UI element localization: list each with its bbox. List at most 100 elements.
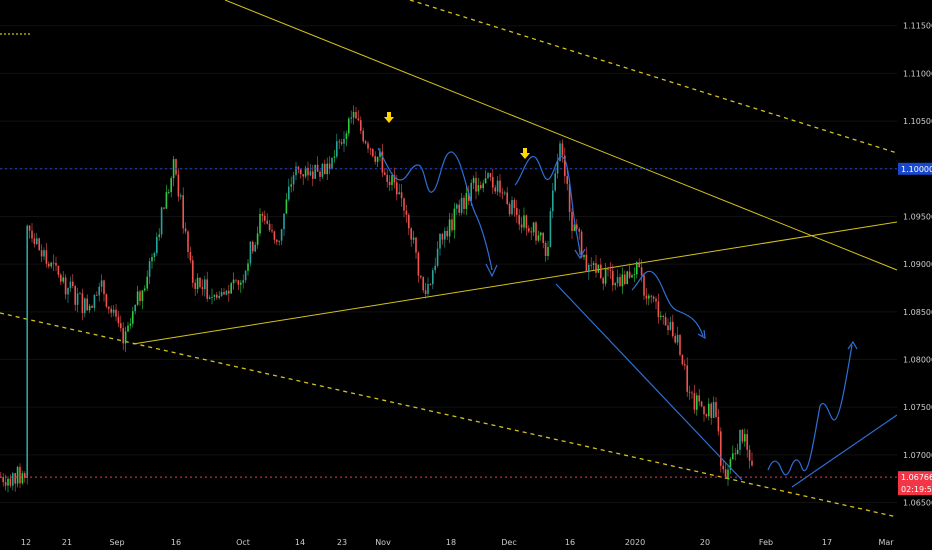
candle: [602, 278, 604, 284]
candle: [172, 159, 175, 179]
candle: [134, 304, 136, 312]
candle: [729, 459, 732, 470]
candle: [633, 274, 636, 276]
y-tick-label: 1.11000: [903, 69, 932, 78]
candle: [698, 395, 700, 402]
candle: [273, 231, 276, 240]
candle: [266, 220, 268, 224]
candle: [33, 238, 36, 244]
candle: [705, 414, 708, 417]
down-arrow-marker-icon: [520, 148, 530, 159]
candle: [400, 192, 403, 199]
candle: [321, 163, 324, 177]
candle: [448, 219, 451, 237]
candle: [136, 291, 139, 305]
x-tick-label: Dec: [501, 538, 516, 547]
candle: [722, 465, 724, 470]
candle: [43, 250, 45, 257]
candle: [151, 257, 153, 262]
candle: [283, 213, 285, 230]
candle: [175, 159, 177, 175]
candle: [108, 306, 110, 309]
candle: [264, 215, 266, 221]
candle: [316, 164, 319, 172]
candle: [679, 335, 681, 355]
projection-rebound-wave: [767, 344, 853, 476]
candle: [369, 148, 372, 150]
candle: [691, 392, 693, 394]
candle: [492, 176, 494, 188]
candle: [340, 142, 343, 144]
upper-channel-line: [409, 0, 898, 154]
candle: [549, 211, 552, 248]
candle: [559, 143, 561, 162]
x-axis-background: [0, 534, 932, 550]
projection-recovery-line: [791, 414, 898, 488]
candle: [470, 182, 472, 201]
candle: [367, 143, 369, 149]
candle: [292, 175, 295, 185]
projection-arrowhead: [574, 248, 586, 260]
candle: [103, 280, 105, 295]
x-tick-label: 14: [295, 538, 305, 547]
x-tick-label: Feb: [759, 538, 773, 547]
candle: [612, 270, 614, 286]
candle: [182, 195, 184, 229]
projection-paths: [377, 147, 898, 488]
candle: [652, 296, 655, 299]
candle: [81, 293, 84, 314]
candle: [228, 290, 230, 294]
candle: [696, 395, 698, 410]
candle: [544, 242, 547, 256]
candle: [554, 173, 556, 191]
candle: [638, 262, 640, 268]
candle: [314, 164, 316, 179]
x-axis: 12 21 Sep 16 Oct 14 23 Nov 18 Dec 16 2020 20 Feb 17 Mar: [0, 534, 932, 550]
candle: [686, 365, 688, 392]
candle: [139, 291, 141, 302]
candle: [422, 277, 424, 291]
candle: [256, 233, 259, 245]
candle: [556, 161, 559, 174]
x-tick-label: 17: [822, 538, 832, 547]
candle: [79, 293, 81, 295]
candle: [590, 264, 592, 266]
candle: [528, 228, 530, 232]
candle: [127, 325, 129, 332]
x-tick-label: Nov: [375, 538, 391, 547]
falling-resistance-line: [224, 0, 898, 271]
candle: [213, 294, 216, 297]
candle: [573, 224, 576, 232]
candle: [734, 453, 736, 455]
candle: [540, 232, 542, 236]
candle: [232, 279, 235, 284]
candle: [211, 296, 213, 298]
candle: [98, 286, 100, 296]
y-tick-label: 1.09500: [903, 212, 932, 221]
candle: [374, 156, 376, 162]
candle: [657, 301, 660, 318]
candle: [288, 186, 290, 200]
candle: [451, 219, 453, 231]
candle: [626, 271, 628, 284]
candle: [650, 295, 652, 297]
candle: [240, 282, 242, 285]
candle: [429, 284, 432, 285]
candle: [331, 157, 333, 169]
x-tick-label: 18: [446, 538, 456, 547]
candle: [357, 118, 360, 121]
candle: [201, 287, 204, 290]
y-axis-background: [897, 0, 932, 550]
candle: [247, 263, 249, 271]
candle: [64, 277, 67, 295]
candle: [271, 230, 273, 232]
candle: [710, 403, 712, 418]
candle: [192, 260, 194, 283]
candle: [537, 235, 540, 241]
candle: [643, 275, 645, 296]
candle: [412, 237, 415, 240]
candle: [290, 184, 292, 187]
candle: [117, 316, 120, 324]
candle: [453, 208, 456, 231]
